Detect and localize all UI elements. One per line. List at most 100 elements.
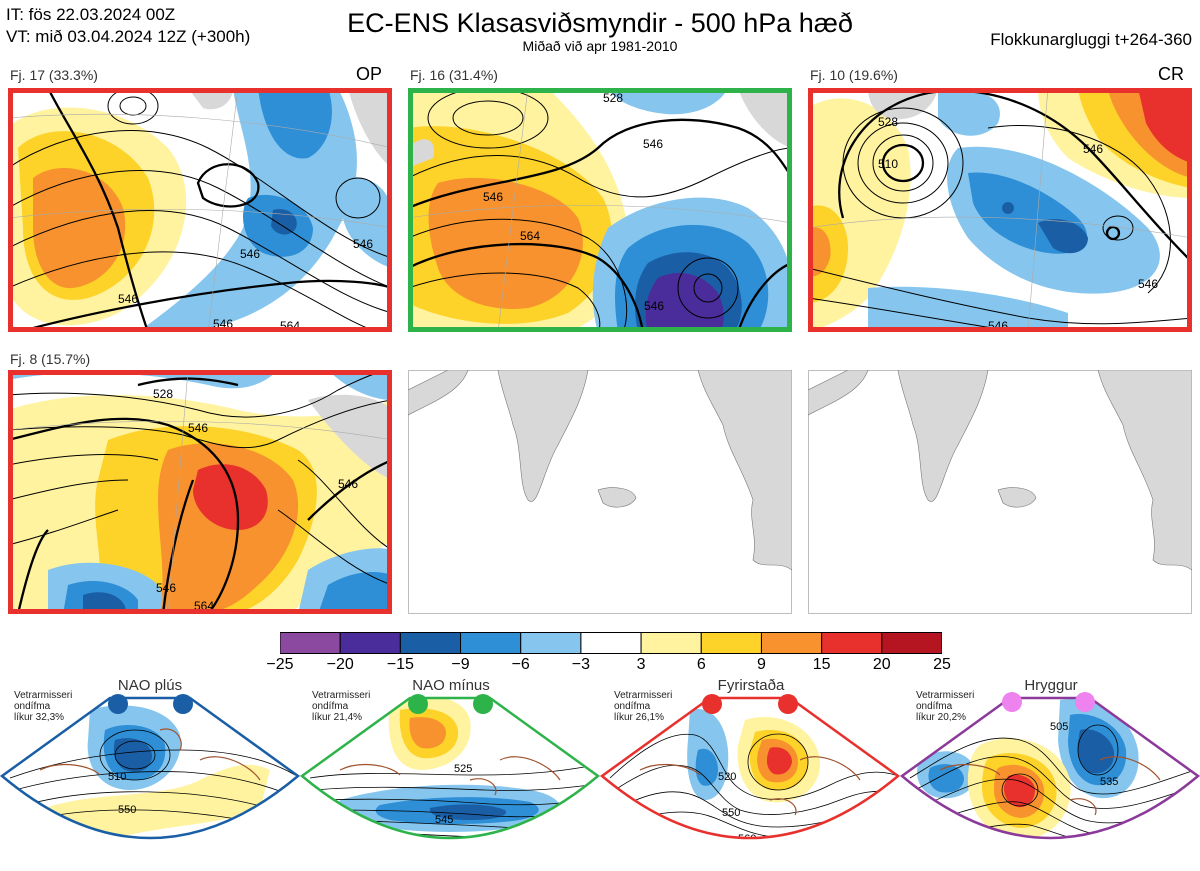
colorbar-swatch bbox=[279, 632, 341, 654]
cluster-map-4: 528 546 546 546 564 bbox=[8, 370, 392, 614]
regime-1-title: NAO plús bbox=[117, 677, 183, 694]
note-line: ondífma bbox=[614, 701, 651, 712]
colorbar-swatch bbox=[700, 632, 762, 654]
note-line: Vetrarmisseri bbox=[312, 690, 371, 701]
panel-3-border bbox=[808, 88, 1192, 332]
regime-3-border bbox=[600, 696, 900, 840]
contour-label: 550 bbox=[722, 807, 740, 819]
regime-4-marker bbox=[1002, 692, 1022, 712]
contour-label: 550 bbox=[118, 804, 136, 816]
contour-label: 525 bbox=[454, 763, 472, 775]
note-line: Vetrarmisseri bbox=[614, 690, 673, 701]
regime-4-border bbox=[900, 696, 1200, 840]
regime-4-title: Hryggur bbox=[1024, 677, 1078, 694]
contour-label: 546 bbox=[644, 299, 664, 313]
colorbar-swatch bbox=[460, 632, 522, 654]
valid-time: VT: mið 03.04.2024 12Z (+300h) bbox=[6, 27, 251, 46]
panel-2-label: Fj. 16 (31.4%) bbox=[410, 67, 498, 83]
panel-3-label: Fj. 10 (19.6%) bbox=[810, 67, 898, 83]
colorbar-tick-label: 9 bbox=[757, 656, 766, 673]
contour-label: 564 bbox=[520, 229, 540, 243]
contour-label: 535 bbox=[1100, 776, 1118, 788]
contour-label: 546 bbox=[188, 421, 208, 435]
contour-label: 510 bbox=[878, 157, 898, 171]
regime-3-marker bbox=[778, 694, 798, 714]
contour-label: 565 bbox=[448, 849, 466, 861]
note-line: líkur 26,1% bbox=[614, 712, 665, 723]
colorbar-swatch bbox=[520, 632, 582, 654]
colorbar-tick-label: −15 bbox=[386, 656, 414, 673]
regime-2-marker bbox=[473, 694, 493, 714]
regime-3-title: Fyrirstaða bbox=[717, 677, 785, 694]
note-line: ondífma bbox=[916, 701, 953, 712]
contour-label: 505 bbox=[1050, 721, 1068, 733]
note-line: líkur 20,2% bbox=[916, 712, 967, 723]
contour-label: 528 bbox=[603, 91, 623, 105]
empty-map-6 bbox=[808, 370, 1192, 614]
colorbar-tick-label: −3 bbox=[571, 656, 591, 673]
contour-label: 560 bbox=[738, 833, 756, 845]
panel-3-tag: CR bbox=[1158, 64, 1184, 84]
panel-4-border bbox=[8, 370, 392, 614]
contour-label: 546 bbox=[353, 237, 373, 251]
regime-2-marker bbox=[408, 694, 428, 714]
panel-1-label: Fj. 17 (33.3%) bbox=[10, 67, 98, 83]
contour-label: 546 bbox=[118, 292, 138, 306]
regime-2-title: NAO mínus bbox=[412, 677, 490, 694]
colorbar bbox=[279, 632, 943, 654]
panel-4-label: Fj. 8 (15.7%) bbox=[10, 351, 91, 367]
regime-2-border bbox=[300, 696, 600, 840]
note-line: ondífma bbox=[312, 701, 349, 712]
regime-1-marker bbox=[108, 694, 128, 714]
panel-2-border bbox=[408, 88, 792, 332]
regime-map-nao-minus: 525 545 565 bbox=[300, 694, 600, 861]
colorbar-tick-label: 3 bbox=[636, 656, 646, 673]
contour-label: 528 bbox=[878, 115, 898, 129]
cluster-map-1: 546 546 546 546 564 bbox=[8, 88, 392, 332]
colorbar-swatch bbox=[580, 632, 642, 654]
empty-map-5 bbox=[408, 370, 792, 614]
classification-window: Flokkunargluggi t+264-360 bbox=[990, 30, 1192, 49]
colorbar-tick-labels: −25 −20 −15 −9 −6 −3 3 6 9 15 20 25 bbox=[266, 656, 950, 676]
note-line: ondífma bbox=[14, 701, 51, 712]
note-line: Vetrarmisseri bbox=[916, 690, 975, 701]
regime-4-marker bbox=[1075, 692, 1095, 712]
regime-map-ridge: 505 535 560 bbox=[900, 692, 1200, 853]
cluster-map-2: 528 546 546 564 546 bbox=[408, 88, 792, 332]
contour-label: 560 bbox=[1096, 841, 1114, 853]
regime-2-note: Vetrarmisseri ondífma líkur 21,4% bbox=[312, 690, 370, 723]
contour-label: 546 bbox=[156, 581, 176, 595]
contour-label: 546 bbox=[1138, 277, 1158, 291]
contour-label: 545 bbox=[435, 814, 453, 826]
note-line: líkur 21,4% bbox=[312, 712, 363, 723]
colorbar-tick-label: −6 bbox=[511, 656, 530, 673]
contour-label: 546 bbox=[643, 137, 663, 151]
colorbar-tick-label: 15 bbox=[812, 656, 831, 673]
note-line: líkur 32,3% bbox=[14, 712, 65, 723]
colorbar-swatch bbox=[881, 632, 943, 654]
colorbar-tick-label: −20 bbox=[326, 656, 354, 673]
header-info: IT: fös 22.03.2024 00Z VT: mið 03.04.202… bbox=[6, 4, 250, 48]
cluster-map-3: 528 546 510 546 546 bbox=[808, 88, 1192, 332]
contour-label: 510 bbox=[108, 771, 126, 783]
page-title: EC-ENS Klasasviðsmyndir - 500 hPa hæð bbox=[347, 8, 853, 38]
colorbar-tick-label: −25 bbox=[266, 656, 294, 673]
contour-label: 520 bbox=[718, 771, 736, 783]
regime-1-border bbox=[0, 696, 300, 840]
colorbar-swatches bbox=[279, 632, 943, 654]
contour-label: 546 bbox=[1083, 142, 1103, 156]
regime-map-nao-plus: 510 550 bbox=[0, 694, 300, 840]
colorbar-swatch bbox=[760, 632, 823, 654]
panel-1-tag: OP bbox=[356, 64, 383, 84]
contour-label: 546 bbox=[240, 247, 260, 261]
note-line: Vetrarmisseri bbox=[14, 690, 73, 701]
regime-3-note: Vetrarmisseri ondífma líkur 26,1% bbox=[614, 690, 672, 723]
colorbar-swatch bbox=[399, 632, 462, 654]
regime-4-note: Vetrarmisseri ondífma líkur 20,2% bbox=[916, 690, 974, 723]
colorbar-tick-label: 25 bbox=[933, 656, 951, 673]
regime-map-blocking: 520 550 560 bbox=[600, 694, 900, 845]
regime-3-marker bbox=[702, 694, 722, 714]
panel-1-border bbox=[8, 88, 392, 332]
colorbar-tick-label: −9 bbox=[451, 656, 470, 673]
colorbar-tick-label: 20 bbox=[872, 656, 891, 673]
